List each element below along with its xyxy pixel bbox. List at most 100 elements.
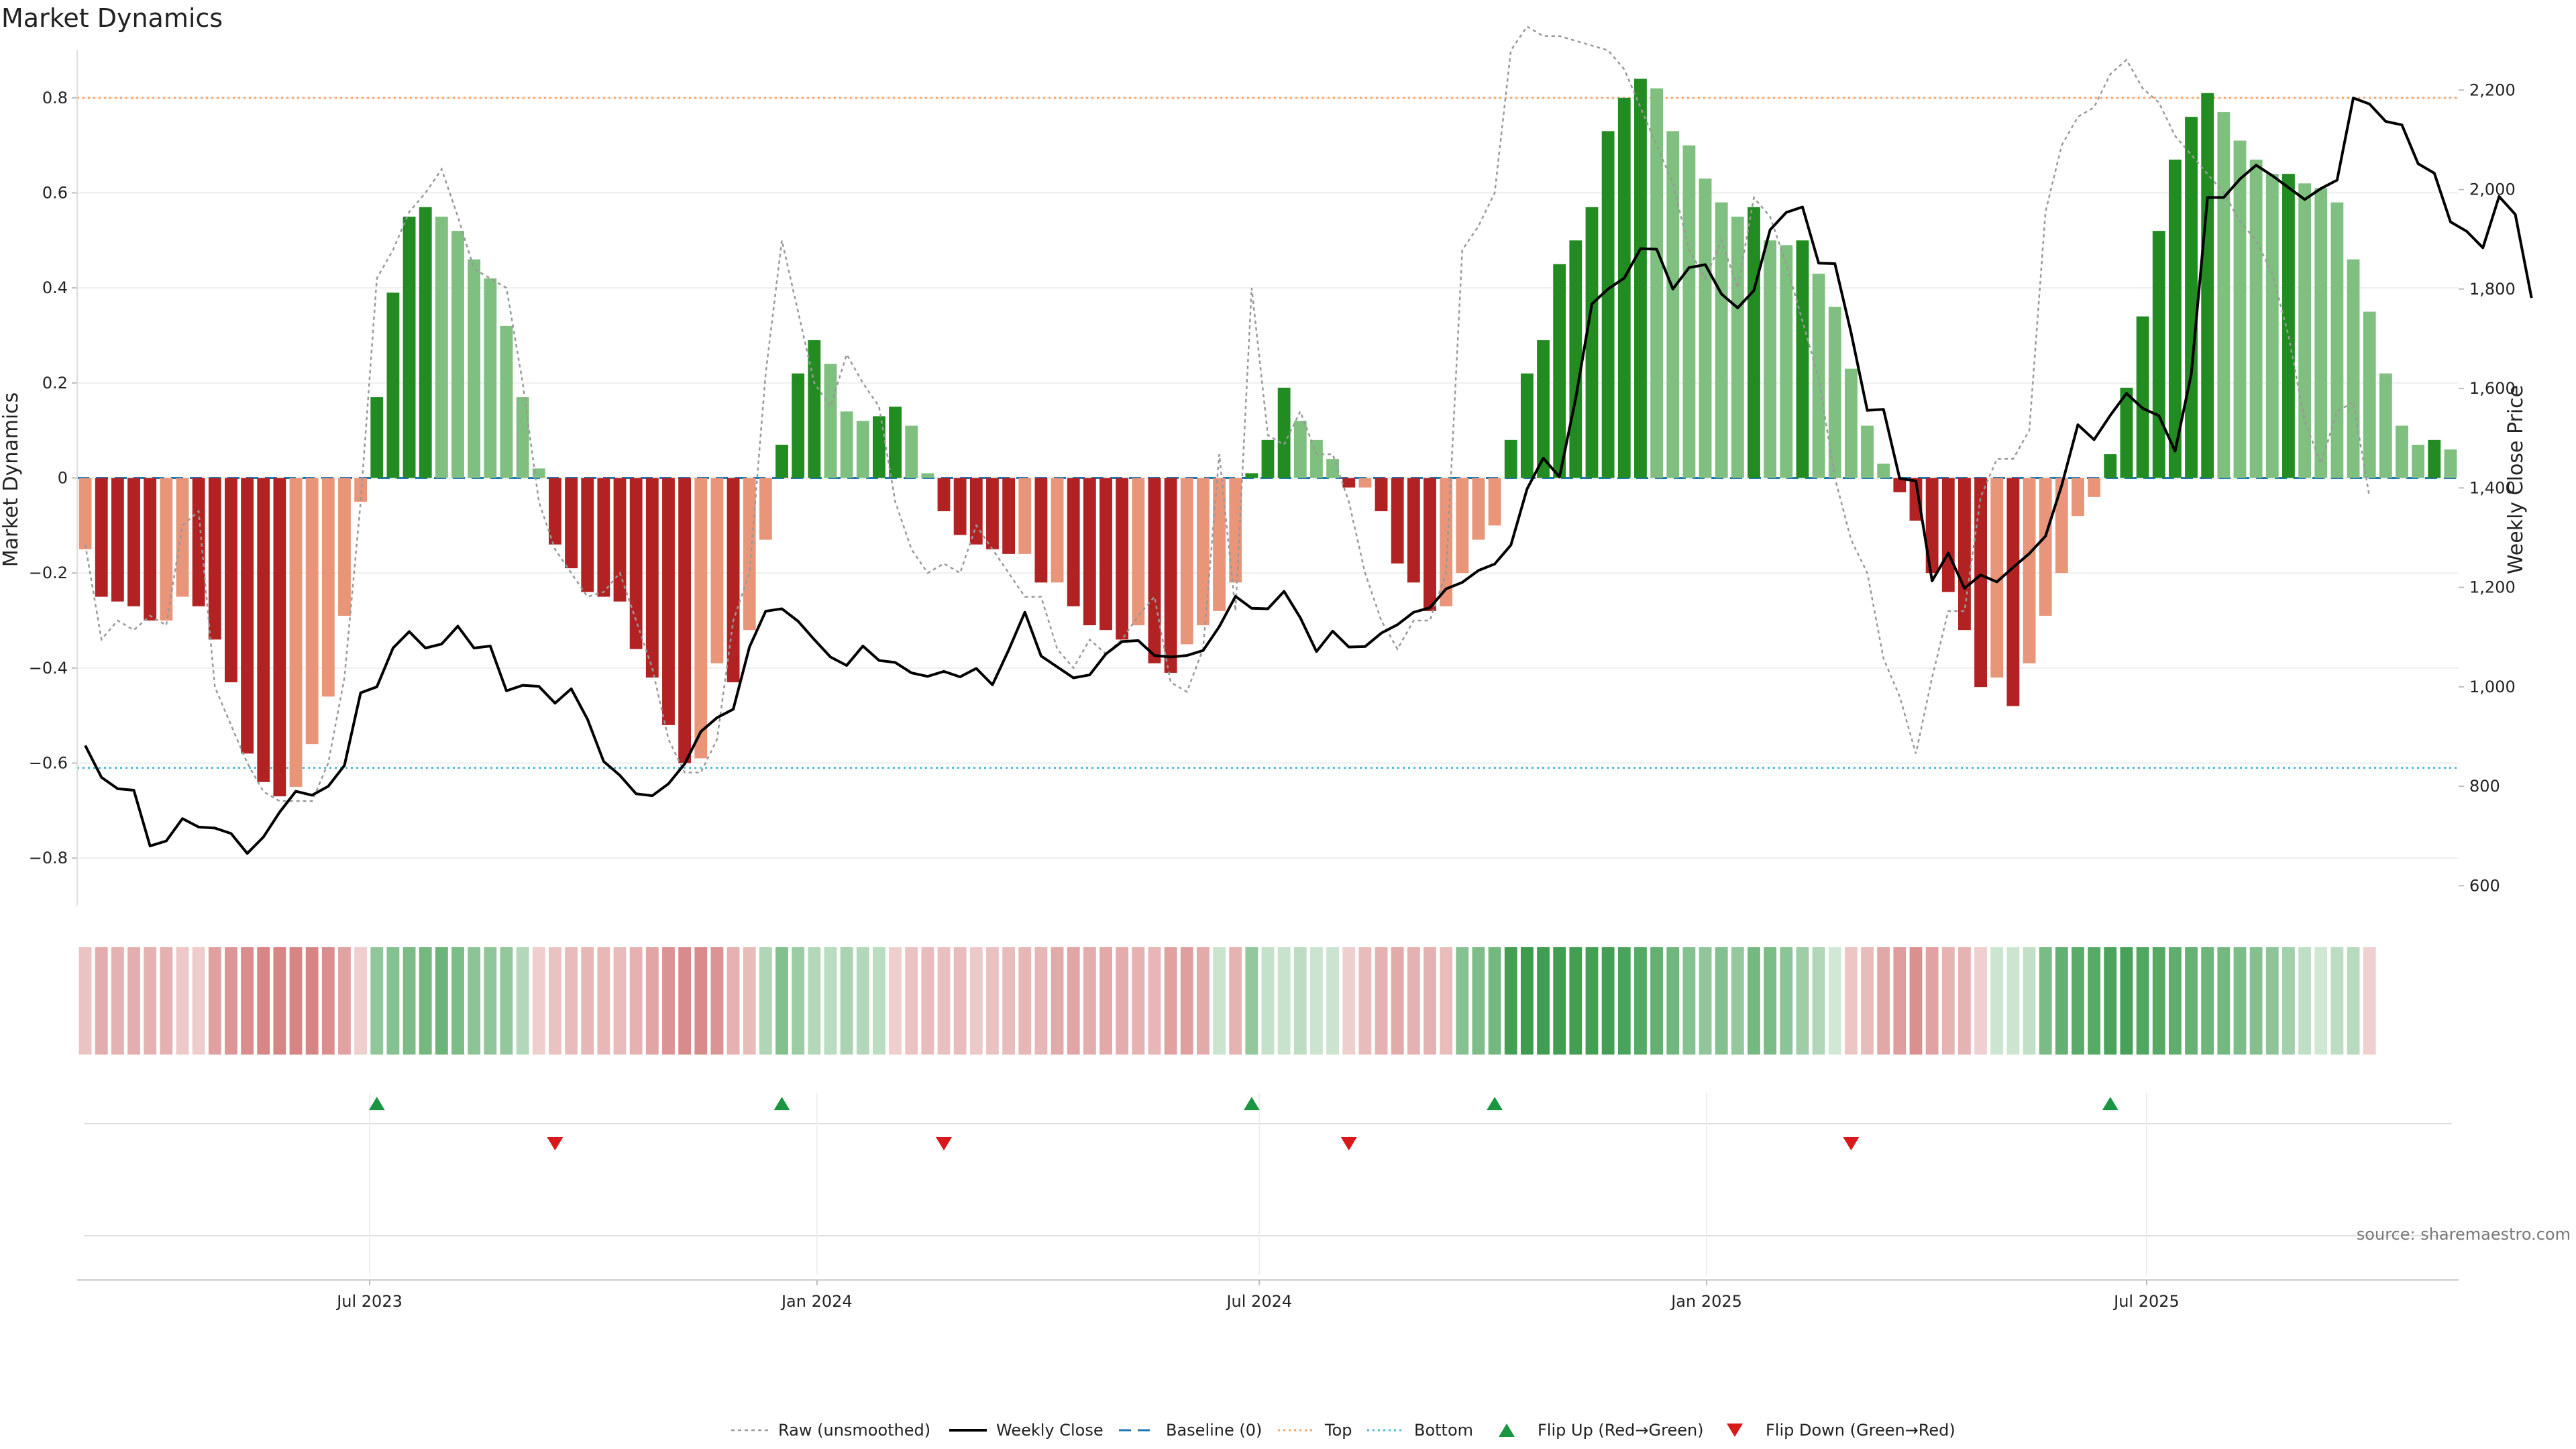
- heat-strip-cell: [1941, 947, 1955, 1055]
- momentum-bar: [1990, 478, 2004, 678]
- heat-strip-cell: [662, 947, 675, 1055]
- heat-strip-cell: [1148, 947, 1161, 1055]
- heat-strip-cell: [1067, 947, 1080, 1055]
- momentum-bar: [305, 478, 319, 745]
- momentum-bar: [1213, 478, 1226, 611]
- heat-strip-cell: [872, 947, 885, 1055]
- heat-strip: [78, 947, 2376, 1055]
- heat-strip-cell: [2104, 947, 2117, 1055]
- momentum-bar: [2298, 183, 2311, 478]
- y2-tick-label: 2,200: [2469, 80, 2516, 99]
- heat-strip-cell: [856, 947, 869, 1055]
- heat-strip-cell: [645, 947, 659, 1055]
- momentum-bar: [273, 478, 286, 797]
- momentum-bar: [1051, 478, 1064, 583]
- momentum-bar: [1196, 478, 1210, 626]
- heat-strip-cell: [1391, 947, 1404, 1055]
- legend-item: Raw (unsmoothed): [731, 1421, 930, 1440]
- heat-strip-cell: [468, 947, 481, 1055]
- heat-strip-cell: [1553, 947, 1566, 1055]
- momentum-bar: [1780, 245, 1793, 478]
- heat-strip-cell: [111, 947, 124, 1055]
- momentum-bar: [2444, 449, 2457, 478]
- momentum-bar: [500, 325, 513, 478]
- y-tick-label: −0.2: [29, 564, 68, 582]
- momentum-bar: [1925, 478, 1939, 574]
- heat-strip-cell: [1083, 947, 1096, 1055]
- momentum-bar: [2217, 112, 2231, 478]
- heat-strip-cell: [808, 947, 821, 1055]
- heat-strip-cell: [241, 947, 254, 1055]
- momentum-bar: [1893, 478, 1907, 492]
- heat-strip-cell: [1180, 947, 1193, 1055]
- momentum-bar: [678, 478, 692, 763]
- heat-strip-cell: [1196, 947, 1210, 1055]
- heat-strip-cell: [1958, 947, 1971, 1055]
- axes: −0.8 −0.6 −0.4 −0.2 0 0.2 0.4 0.6 0.8 600 800 1,000…: [29, 50, 2516, 906]
- momentum-bar: [2006, 478, 2020, 706]
- heat-strip-cell: [1342, 947, 1356, 1055]
- heat-strip-cell: [1407, 947, 1420, 1055]
- heat-strip-cell: [1893, 947, 1907, 1055]
- legend-label: Flip Up (Red→Green): [1538, 1421, 1704, 1440]
- chart-title: Market Dynamics: [1, 3, 223, 33]
- heat-strip-cell: [208, 947, 221, 1055]
- momentum-bar: [921, 473, 934, 478]
- momentum-bar: [645, 478, 659, 678]
- momentum-bar: [78, 478, 92, 549]
- heat-strip-cell: [127, 947, 140, 1055]
- momentum-bar: [1375, 478, 1388, 512]
- heat-strip-cell: [1715, 947, 1728, 1055]
- flip-down-marker: [936, 1137, 953, 1150]
- momentum-bar: [1245, 473, 1258, 478]
- heat-strip-cell: [2023, 947, 2036, 1055]
- momentum-bar: [1731, 216, 1744, 478]
- momentum-bar: [532, 468, 545, 478]
- heat-strip-cell: [1520, 947, 1534, 1055]
- momentum-bar: [516, 397, 529, 478]
- flip-markers: [84, 1093, 2452, 1275]
- heat-strip-cell: [1634, 947, 1647, 1055]
- y2-tick-label: 1,000: [2469, 678, 2516, 696]
- momentum-bar: [1440, 478, 1453, 606]
- momentum-bar: [1488, 478, 1501, 526]
- legend-label: Top: [1324, 1421, 1352, 1440]
- momentum-bar: [1861, 425, 1874, 478]
- momentum-bar: [905, 425, 918, 478]
- heat-strip-cell: [2120, 947, 2133, 1055]
- heat-strip-cell: [1034, 947, 1048, 1055]
- momentum-bar: [1472, 478, 1485, 540]
- momentum-bar: [694, 478, 708, 759]
- momentum-bar: [2363, 311, 2376, 478]
- heat-strip-cell: [419, 947, 432, 1055]
- heat-strip-cell: [78, 947, 92, 1055]
- momentum-bar: [1261, 439, 1275, 478]
- momentum-bar: [581, 478, 594, 592]
- x-tick-label: Jan 2025: [1670, 1292, 1742, 1311]
- x-axis: Jul 2023 Jan 2024 Jul 2024 Jan 2025 Jul 2025: [77, 1279, 2459, 1311]
- momentum-bar: [1456, 478, 1469, 574]
- flip-down-marker: [1843, 1137, 1860, 1150]
- momentum-bar: [451, 231, 464, 478]
- y2-tick-label: 1,400: [2469, 478, 2516, 497]
- momentum-bar: [808, 340, 821, 478]
- y2-axis-title: Weekly Close Price: [2504, 385, 2528, 574]
- momentum-bar: [2055, 478, 2068, 574]
- legend-item: Bottom: [1367, 1421, 1473, 1440]
- heat-strip-cell: [2282, 947, 2295, 1055]
- heat-strip-cell: [1229, 947, 1242, 1055]
- heat-strip-cell: [1261, 947, 1275, 1055]
- legend-label: Baseline (0): [1166, 1421, 1262, 1440]
- momentum-bar: [1164, 478, 1177, 673]
- momentum-bar: [953, 478, 967, 535]
- momentum-bar: [1504, 439, 1517, 478]
- heat-strip-cell: [1099, 947, 1112, 1055]
- momentum-bar: [1553, 264, 1566, 478]
- flip-down-marker: [547, 1137, 564, 1150]
- momentum-bar: [824, 364, 837, 478]
- momentum-bar: [338, 478, 351, 616]
- heat-strip-cell: [1002, 947, 1016, 1055]
- momentum-bar: [484, 278, 497, 478]
- legend-label: Raw (unsmoothed): [778, 1421, 930, 1440]
